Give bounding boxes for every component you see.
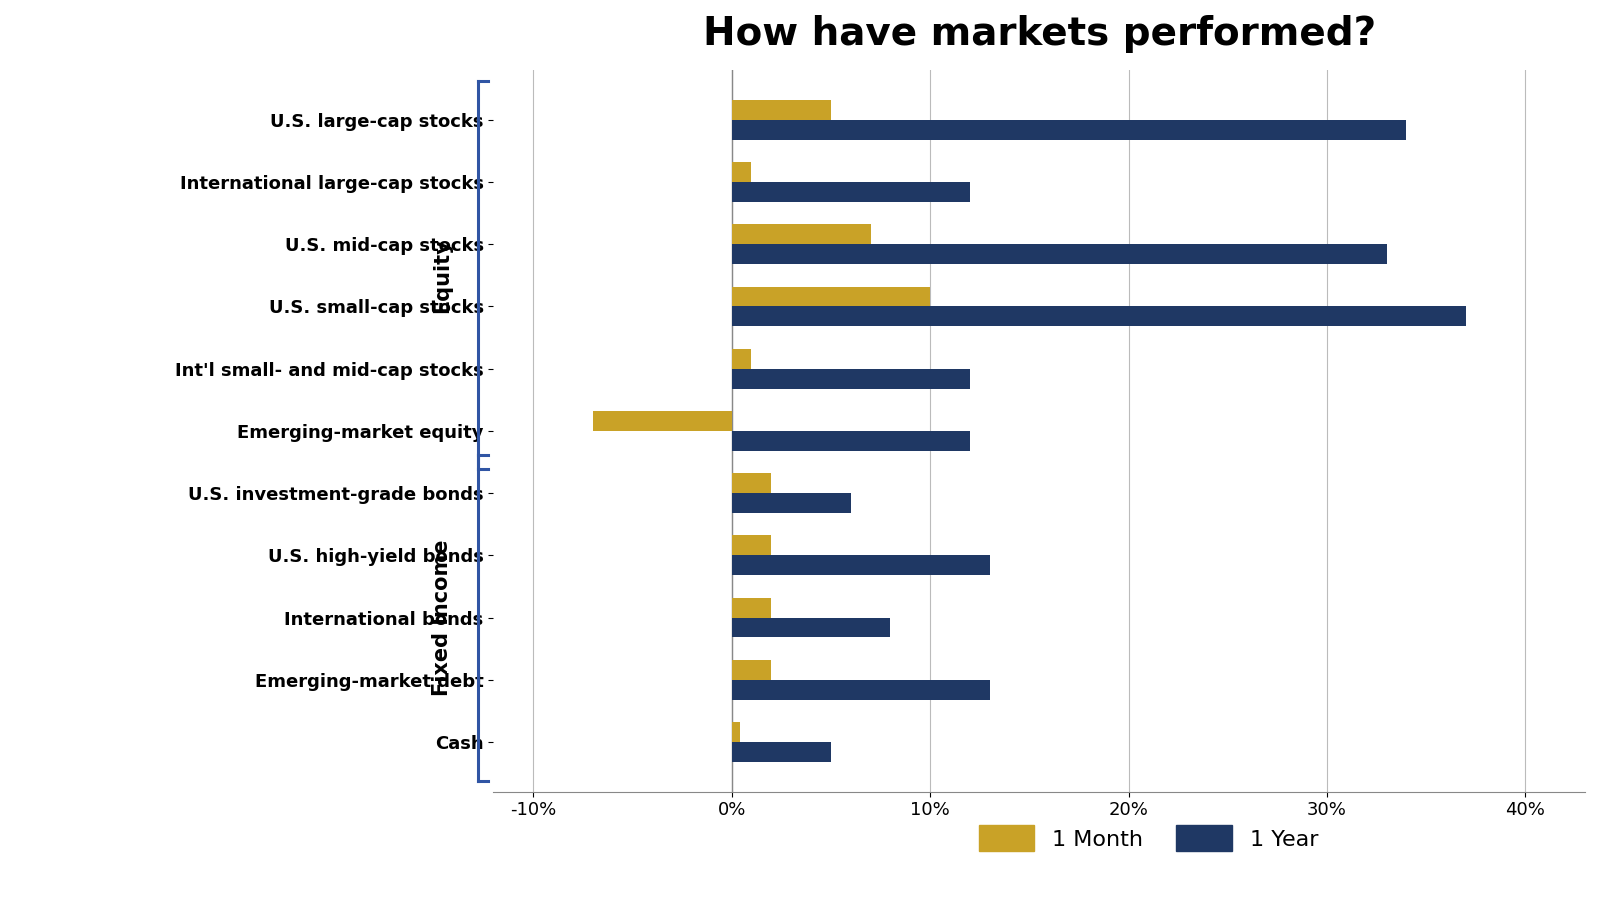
Bar <box>731 535 771 555</box>
Bar <box>731 473 771 493</box>
Bar <box>731 493 851 513</box>
Legend: 1 Month, 1 Year: 1 Month, 1 Year <box>970 816 1326 860</box>
Bar <box>731 182 970 202</box>
Bar <box>592 411 731 431</box>
Bar <box>731 287 930 307</box>
Bar <box>731 100 830 120</box>
Bar <box>731 659 771 679</box>
Bar <box>731 348 752 368</box>
Text: Equity: Equity <box>432 238 451 313</box>
Bar <box>731 307 1466 327</box>
Bar <box>731 368 970 388</box>
Bar <box>731 555 990 575</box>
Bar <box>731 742 830 762</box>
Bar <box>731 618 890 638</box>
Bar <box>731 162 752 182</box>
Bar <box>731 244 1387 264</box>
Bar <box>731 431 970 451</box>
Bar <box>731 679 990 699</box>
Bar <box>731 722 739 742</box>
Bar <box>731 120 1406 140</box>
Bar <box>731 224 870 244</box>
Title: How have markets performed?: How have markets performed? <box>702 15 1376 53</box>
Bar <box>731 598 771 618</box>
Text: Fixed Income: Fixed Income <box>432 540 451 696</box>
